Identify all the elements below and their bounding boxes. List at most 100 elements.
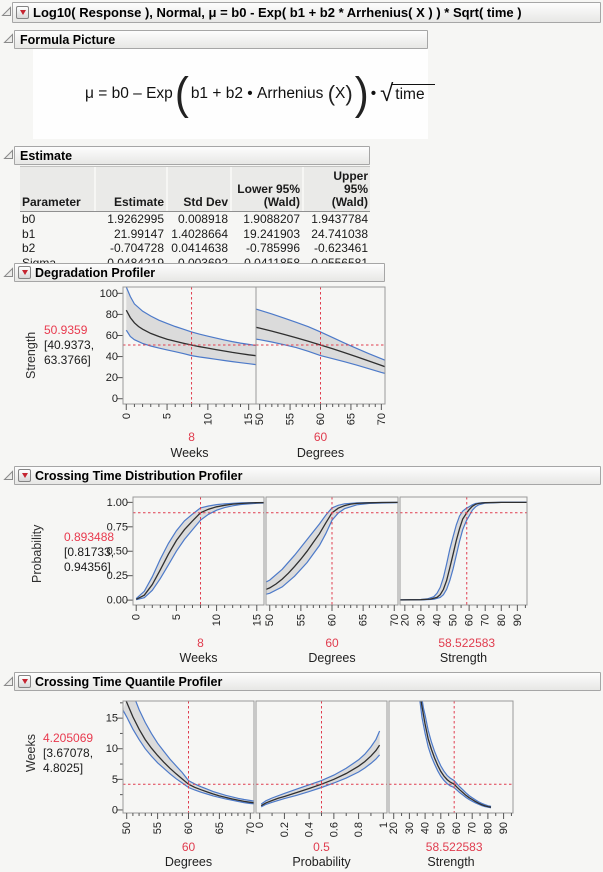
svg-text:80: 80 [106, 309, 118, 321]
degradation-profiler-bar[interactable]: Degradation Profiler [14, 263, 385, 282]
svg-text:90: 90 [498, 822, 510, 834]
formula-x-close-paren: ) [345, 81, 353, 106]
lower-ci-value: 19.241903 [243, 226, 300, 241]
svg-text:8: 8 [188, 430, 195, 444]
col-header: Lower 95% (Wald) [230, 167, 302, 211]
svg-text:20: 20 [399, 614, 411, 626]
svg-text:0.25: 0.25 [107, 570, 128, 582]
svg-text:50: 50 [121, 822, 133, 834]
estimate-value: 1.9262995 [107, 212, 164, 226]
distribution-profiler-bar[interactable]: Crossing Time Distribution Profiler [14, 466, 601, 485]
upper-ci-value: -0.623461 [313, 241, 368, 255]
degradation-current-values: 50.9359 [40.9373, 63.3766] [44, 323, 94, 368]
col-header: Parameter [20, 167, 94, 211]
svg-text:0: 0 [121, 413, 133, 419]
ci-lower: [3.67078, [43, 746, 94, 760]
svg-text:40: 40 [420, 822, 432, 834]
disclosure-icon-main[interactable] [1, 6, 12, 17]
current-probability-value[interactable]: 0.893488 [64, 530, 115, 544]
svg-text:60: 60 [315, 413, 327, 425]
formula-dot: • [242, 85, 258, 102]
svg-text:Strength: Strength [427, 855, 474, 869]
svg-text:8: 8 [197, 636, 204, 650]
formula-open-paren: ( [174, 68, 189, 119]
svg-text:70: 70 [245, 822, 257, 834]
disclosure-icon-distribution[interactable] [3, 470, 14, 481]
estimate-title: Estimate [20, 148, 73, 163]
parameter-name: b1 [22, 226, 36, 241]
svg-text:1.00: 1.00 [107, 497, 128, 509]
svg-text:50: 50 [448, 614, 460, 626]
formula-picture-bar[interactable]: Formula Picture [14, 30, 428, 49]
svg-text:0.4: 0.4 [304, 822, 316, 837]
current-response-value[interactable]: 50.9359 [44, 323, 88, 337]
stddev-value: 1.4028664 [171, 226, 228, 241]
svg-text:30: 30 [404, 822, 416, 834]
parameter-name: b2 [22, 241, 36, 255]
ci-upper: 0.94356] [64, 560, 111, 574]
current-weeks-value[interactable]: 4.205069 [43, 731, 94, 745]
estimate-table-header: Parameter Estimate Std Dev Lower 95% (Wa… [20, 166, 370, 212]
svg-text:15: 15 [243, 413, 255, 425]
svg-text:60: 60 [327, 614, 339, 626]
red-triangle-menu-icon[interactable] [18, 469, 31, 482]
formula-eq: = [93, 85, 112, 102]
svg-text:50: 50 [264, 614, 276, 626]
svg-text:65: 65 [214, 822, 226, 834]
svg-text:0.8: 0.8 [353, 822, 365, 837]
disclosure-icon-degradation[interactable] [3, 267, 14, 278]
parameter-name: b0 [22, 212, 36, 226]
svg-text:60: 60 [325, 636, 339, 650]
svg-text:55: 55 [152, 822, 164, 834]
col-header: Upper 95% (Wald) [302, 167, 370, 211]
ci-upper: 4.8025] [43, 761, 84, 775]
distribution-profiler-title: Crossing Time Distribution Profiler [35, 468, 243, 483]
svg-text:58.522583: 58.522583 [438, 636, 495, 650]
formula-mu: μ [85, 85, 94, 102]
formula-picture: μ = b0 – Exp ( b1 + b2 • Arrhenius ( X )… [33, 49, 435, 139]
formula-exp: Exp [146, 85, 173, 102]
degradation-profiler-graph: Strength 50.9359 [40.9373, 63.3766] 0 20 4… [0, 283, 603, 463]
disclosure-icon-quantile[interactable] [3, 676, 14, 687]
red-triangle-menu-icon[interactable] [16, 6, 29, 19]
svg-text:60: 60 [106, 330, 118, 342]
formula-picture-title: Formula Picture [20, 32, 116, 47]
svg-text:0: 0 [254, 822, 266, 828]
formula-close-paren: ) [354, 68, 369, 119]
quantile-profiler-bar[interactable]: Crossing Time Quantile Profiler [14, 672, 601, 691]
svg-text:0.5: 0.5 [313, 840, 330, 854]
y-axis-title-strength: Strength [24, 331, 38, 380]
disclosure-icon-estimate[interactable] [3, 149, 14, 160]
svg-text:1: 1 [378, 822, 390, 828]
svg-text:15: 15 [251, 614, 263, 626]
main-title-bar[interactable]: Log10( Response ), Normal, μ = b0 - Exp(… [12, 2, 601, 23]
svg-text:0.6: 0.6 [328, 822, 340, 837]
quantile-current-values: 4.205069 [3.67078, 4.8025] [43, 731, 93, 776]
red-triangle-menu-icon[interactable] [18, 675, 31, 688]
svg-text:Degrees: Degrees [297, 446, 344, 460]
main-title: Log10( Response ), Normal, μ = b0 - Exp(… [33, 5, 522, 20]
svg-text:80: 80 [482, 822, 494, 834]
formula-expression: μ = b0 – Exp ( b1 + b2 • Arrhenius ( X )… [85, 68, 435, 119]
svg-text:55: 55 [285, 413, 297, 425]
ci-lower: [0.81733, [64, 545, 115, 559]
degradation-plots[interactable]: 0 20 40 60 80 100 0 5 10 15 8 Weeks 50 55 60 65 70 60 Degr… [88, 283, 390, 463]
estimate-bar[interactable]: Estimate [14, 146, 370, 165]
svg-text:40: 40 [106, 351, 118, 363]
disclosure-icon-formula[interactable] [3, 33, 14, 44]
svg-text:10: 10 [202, 413, 214, 425]
red-triangle-menu-icon[interactable] [18, 266, 31, 279]
svg-text:50: 50 [254, 413, 266, 425]
stddev-value: 0.008918 [177, 212, 228, 226]
formula-sqrt-arg: time [391, 84, 435, 104]
svg-text:58.522583: 58.522583 [426, 840, 483, 854]
svg-text:0.75: 0.75 [107, 521, 128, 533]
svg-text:5: 5 [112, 774, 118, 786]
svg-text:Weeks: Weeks [171, 446, 209, 460]
formula-minus: – [128, 85, 147, 102]
ci-lower: [40.9373, [44, 338, 95, 352]
svg-text:90: 90 [512, 614, 524, 626]
lower-ci-value: -0.785996 [245, 241, 300, 255]
